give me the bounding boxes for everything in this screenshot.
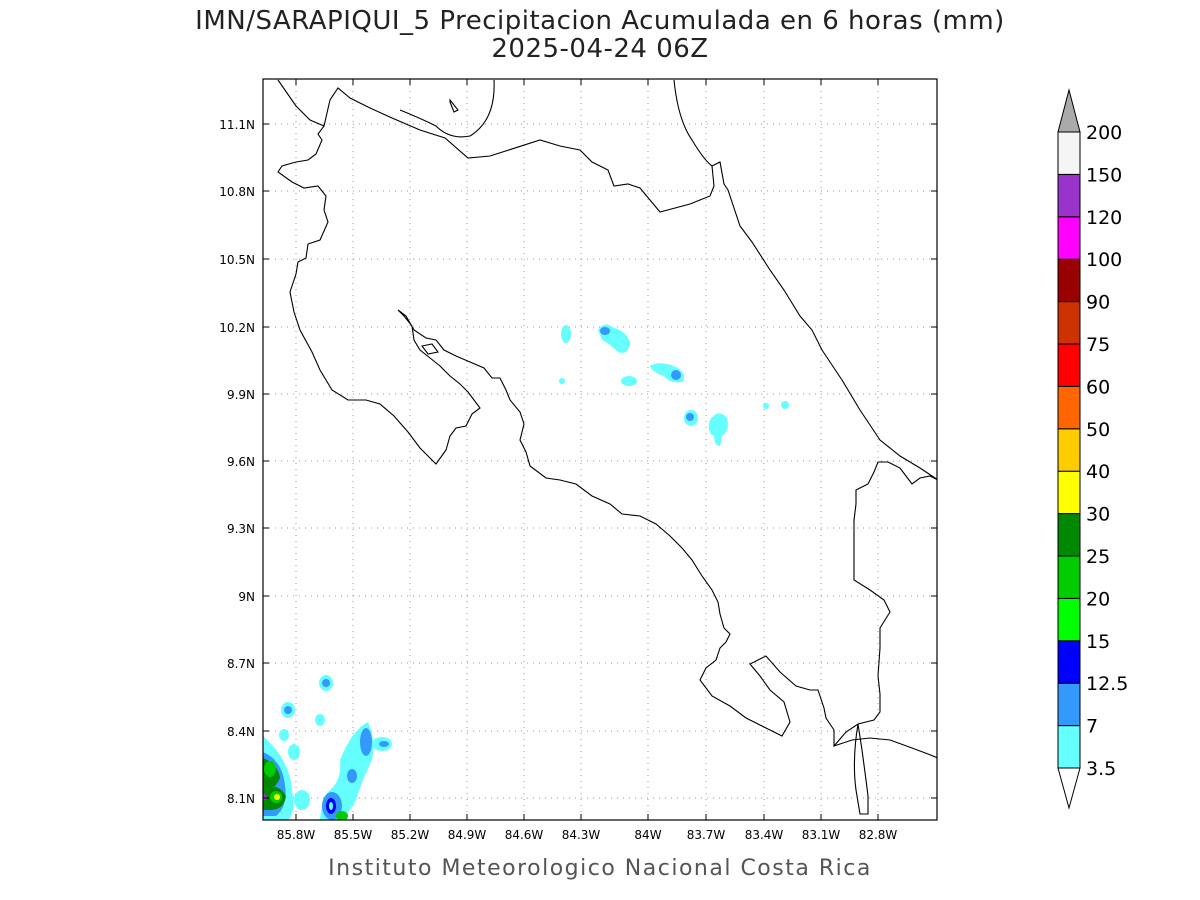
colorbar-label: 120	[1086, 207, 1122, 229]
colorbar-box	[1057, 173, 1081, 218]
coast-line	[673, 79, 713, 167]
colorbar-label: 200	[1086, 122, 1122, 144]
lon-tick-label: 85.2W	[391, 828, 430, 842]
lon-tick-label: 83.1W	[802, 828, 841, 842]
precip-blob	[263, 794, 267, 800]
precip-blob	[781, 401, 789, 409]
lat-tick-label: 9N	[238, 590, 255, 604]
lat-tick-label: 8.7N	[227, 657, 255, 671]
colorbar-label: 25	[1086, 546, 1110, 568]
lat-tick-label: 9.9N	[227, 388, 255, 402]
precip-blob	[600, 327, 610, 335]
colorbar-label: 100	[1086, 249, 1122, 271]
precipitation-areas	[263, 324, 789, 820]
colorbar-box	[1057, 385, 1081, 430]
colorbar-label: 20	[1086, 588, 1110, 610]
colorbar-label: 7	[1086, 716, 1098, 738]
colorbar-label: 15	[1086, 631, 1110, 653]
lake-shore	[399, 79, 495, 138]
colorbar-box	[1057, 301, 1081, 345]
colorbar-label: 40	[1086, 461, 1110, 483]
precip-blob	[360, 728, 372, 756]
coastlines	[277, 79, 937, 815]
colorbar-label: 75	[1086, 334, 1110, 356]
lon-tick-label: 85.5W	[334, 828, 373, 842]
axis-ticks: 85.8W 85.5W 85.2W 84.9W 84.6W 84.3W 84W 83.7W 83…	[219, 79, 937, 842]
colorbar-box	[1057, 131, 1081, 175]
lat-tick-label: 9.6N	[227, 455, 255, 469]
colorbar-label: 50	[1086, 419, 1110, 441]
colorbar-box	[1057, 258, 1081, 303]
precip-blob	[322, 679, 330, 687]
island	[449, 98, 459, 113]
lon-tick-label: 84W	[634, 828, 661, 842]
coast-line	[833, 737, 937, 759]
precip-blob	[315, 714, 325, 726]
precip-blob	[294, 790, 310, 810]
border-line	[853, 723, 869, 815]
colorbar-upper-arrow	[1057, 88, 1081, 133]
lat-tick-label: 10.5N	[219, 253, 255, 267]
precip-blob	[708, 413, 728, 446]
colorbar-lower-arrow	[1057, 767, 1081, 810]
precip-blob	[559, 378, 565, 384]
island	[421, 343, 439, 355]
colorbar-label: 30	[1086, 504, 1110, 526]
lon-tick-label: 85.8W	[277, 828, 316, 842]
lon-tick-label: 82.8W	[859, 828, 898, 842]
precip-blob	[686, 413, 694, 421]
border-line	[277, 79, 937, 480]
colorbar-box	[1057, 513, 1081, 557]
precip-blob	[264, 761, 276, 777]
colorbar-label: 3.5	[1086, 758, 1116, 780]
map-grid	[263, 79, 937, 820]
footer-credit: Instituto Meteorologico Nacional Costa R…	[328, 856, 872, 881]
lat-tick-label: 11.1N	[219, 118, 255, 132]
lon-tick-label: 83.4W	[745, 828, 784, 842]
colorbar-box	[1057, 682, 1081, 727]
lat-tick-label: 9.3N	[227, 522, 255, 536]
lon-tick-label: 84.3W	[562, 828, 601, 842]
colorbar-box	[1057, 555, 1081, 599]
colorbar-label: 150	[1086, 164, 1122, 186]
colorbar-box	[1057, 640, 1081, 684]
lon-tick-label: 84.6W	[505, 828, 544, 842]
lat-tick-label: 8.4N	[227, 725, 255, 739]
colorbar-label: 12.5	[1086, 673, 1128, 695]
colorbar: 3.5 7 12.5 15 20 25 30 40 50 60 75 90 100 120 150 200	[1057, 88, 1128, 810]
precip-blob	[288, 744, 300, 760]
lat-tick-label: 10.8N	[219, 185, 255, 199]
colorbar-box	[1057, 343, 1081, 387]
lon-tick-label: 84.9W	[448, 828, 487, 842]
coast-line	[277, 125, 937, 748]
precip-blob	[671, 370, 681, 380]
precip-blob	[379, 741, 389, 747]
colorbar-box	[1057, 597, 1081, 642]
precip-blob	[336, 811, 348, 820]
precip-blob	[561, 325, 571, 343]
precip-blob	[329, 802, 333, 810]
colorbar-box	[1057, 428, 1081, 472]
lat-tick-label: 8.1N	[227, 792, 255, 806]
map-frame	[262, 78, 938, 821]
lat-tick-label: 10.2N	[219, 321, 255, 335]
map-date: 2025-04-24 06Z	[491, 34, 709, 64]
colorbar-box	[1057, 470, 1081, 515]
colorbar-box	[1057, 725, 1081, 769]
precip-blob	[274, 794, 280, 800]
colorbar-label: 90	[1086, 292, 1110, 314]
precip-blob	[284, 706, 292, 714]
colorbar-box	[1057, 216, 1081, 260]
precip-blob	[621, 376, 637, 386]
map-title: IMN/SARAPIQUI_5 Precipitacion Acumulada …	[195, 6, 1005, 36]
colorbar-label: 60	[1086, 376, 1110, 398]
lon-tick-label: 83.7W	[687, 828, 726, 842]
precip-blob	[279, 729, 289, 741]
precip-blob	[347, 769, 357, 783]
precip-blob	[763, 403, 769, 409]
